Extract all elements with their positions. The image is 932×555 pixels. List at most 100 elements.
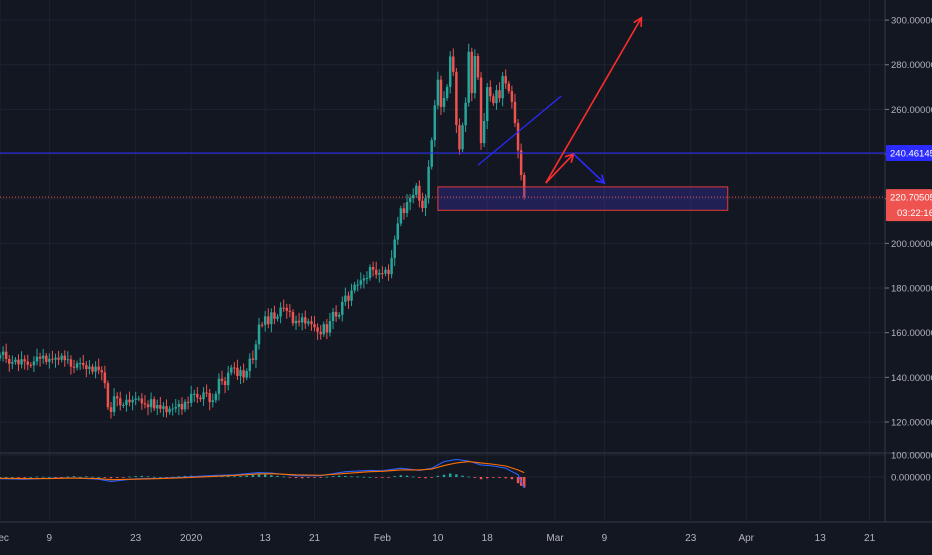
candle-body — [183, 401, 187, 410]
resistance-price-badge — [886, 145, 932, 162]
macd-histogram-bar — [128, 476, 131, 478]
macd-tick-label: 100.000000 — [891, 451, 932, 462]
macd-histogram-bar — [461, 475, 464, 477]
candle-body — [282, 307, 285, 309]
macd-histogram-bar — [436, 475, 440, 477]
macd-histogram-bar — [91, 476, 94, 478]
time-tick-label: 23 — [685, 533, 697, 544]
candle-body — [439, 79, 443, 107]
candle-body — [495, 90, 498, 104]
candle-body — [353, 284, 356, 291]
macd-histogram-bar — [307, 477, 310, 478]
price-tick-label: 120.000000 — [891, 417, 932, 428]
candle-body — [149, 399, 153, 408]
macd-histogram-bar — [78, 476, 82, 478]
candle-body — [82, 363, 85, 366]
time-tick-label: Dec — [0, 533, 9, 544]
candle-body — [85, 365, 88, 370]
macd-histogram-bar — [17, 477, 20, 478]
candle-body — [384, 269, 387, 274]
macd-histogram-bar — [430, 477, 433, 478]
price-tick-label: 200.000000 — [891, 239, 932, 250]
candle-body — [202, 392, 205, 400]
candle-body — [489, 87, 492, 97]
macd-histogram-bar — [152, 476, 156, 478]
price-tick-label: 280.000000 — [891, 60, 932, 71]
candle-body — [402, 208, 406, 213]
candle-body — [427, 166, 430, 199]
candle-body — [498, 90, 501, 99]
candle-body — [442, 98, 446, 107]
candle-body — [344, 295, 347, 302]
candle-body — [60, 355, 63, 360]
candle-body — [436, 79, 440, 106]
macd-histogram-bar — [66, 476, 70, 478]
macd-histogram-bar — [337, 475, 341, 477]
macd-histogram-bar — [109, 477, 113, 479]
candle-body — [29, 364, 33, 366]
macd-histogram-bar — [159, 477, 162, 478]
axes: 300.000000280.000000260.000000240.000000… — [0, 16, 932, 544]
candle-body — [115, 396, 119, 399]
price-tick-label: 300.000000 — [891, 16, 932, 27]
candle-body — [254, 344, 258, 360]
candle-body — [415, 185, 418, 195]
candle-body — [279, 307, 282, 317]
candle-body — [168, 408, 171, 413]
candle-body — [66, 359, 70, 361]
price-tick-label: 180.000000 — [891, 284, 932, 295]
candle-body — [208, 392, 211, 403]
candle-body — [91, 366, 94, 372]
candle-body — [205, 392, 208, 394]
candle-body — [137, 398, 140, 400]
macd-histogram-bar — [226, 475, 230, 477]
macd-histogram-bar — [498, 477, 501, 478]
macd-histogram-bar — [319, 477, 322, 478]
candle-body — [263, 316, 267, 325]
candle-body — [337, 314, 341, 317]
price-badge-label: 220.705057 — [890, 193, 932, 204]
macd-histogram-bar — [41, 476, 45, 478]
macd-histogram-bar — [516, 477, 520, 484]
candle-body — [186, 401, 190, 403]
candle-body — [341, 301, 344, 315]
candle-body — [159, 405, 162, 409]
candle-body — [48, 358, 51, 362]
macd-histogram-bar — [4, 477, 8, 478]
macd-histogram-bar — [233, 476, 236, 478]
macd-histogram-bar — [387, 477, 390, 478]
macd-histogram-bar — [54, 477, 57, 478]
candle-body — [334, 311, 338, 317]
macd-histogram-bar — [140, 475, 144, 477]
candle-body — [245, 371, 248, 378]
macd-histogram-bar — [522, 477, 526, 488]
candle-body — [310, 321, 313, 325]
candle-body — [109, 407, 113, 412]
candle-body — [381, 273, 384, 275]
time-tick-label: 13 — [815, 533, 827, 544]
candle-body — [17, 359, 20, 365]
macd-tick-label: 0.000000 — [891, 473, 931, 484]
candle-body — [331, 311, 335, 322]
candle-body — [217, 378, 221, 394]
candle-body — [365, 277, 369, 279]
time-tick-label: Apr — [738, 533, 754, 544]
time-tick-label: 9 — [47, 533, 53, 544]
candle-body — [325, 324, 329, 333]
macd-histogram-bar — [504, 477, 507, 479]
trend-line — [477, 95, 562, 166]
candle-body — [257, 324, 261, 345]
candle-body — [165, 406, 168, 413]
macd-histogram-bar — [245, 475, 248, 477]
candle-body — [307, 321, 310, 324]
macd-histogram-bar — [0, 477, 2, 478]
arrow-line — [545, 17, 643, 184]
macd-histogram-bar — [325, 476, 329, 478]
candle-body — [513, 101, 517, 124]
candle-body — [45, 355, 48, 362]
candle-body — [128, 399, 131, 403]
macd-histogram-bar — [424, 477, 427, 479]
macd-histogram-bar — [344, 475, 347, 477]
